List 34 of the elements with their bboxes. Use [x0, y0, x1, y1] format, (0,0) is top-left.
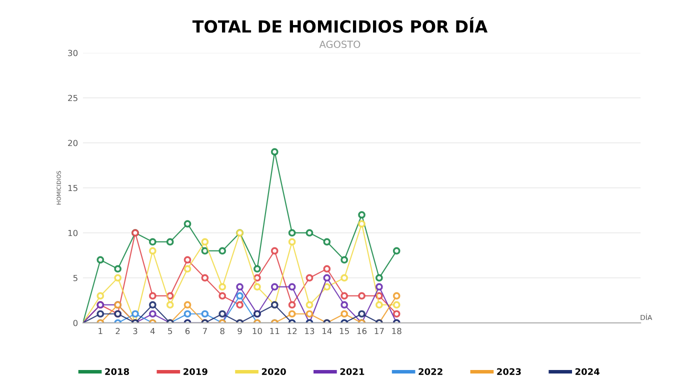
- x-tick-label: 15: [340, 328, 349, 334]
- x-tick-label: 8: [220, 328, 224, 334]
- legend-label: 2024: [576, 368, 600, 376]
- legend-label: 2020: [262, 368, 286, 376]
- legend-label: 2022: [418, 368, 442, 376]
- y-tick-label: 10: [68, 230, 78, 236]
- x-tick-label: 13: [305, 328, 314, 334]
- x-tick-label: 18: [392, 328, 402, 334]
- legend-label: 2019: [184, 368, 208, 376]
- x-tick-label: 11: [270, 328, 280, 334]
- y-tick-label: 20: [68, 140, 78, 146]
- y-tick-label: 25: [68, 94, 78, 102]
- x-tick-label: 16: [357, 328, 367, 334]
- chart-title: TOTAL DE HOMICIDIOS POR DÍA: [192, 17, 488, 33]
- y-tick-label: 15: [68, 184, 78, 192]
- chart-subtitle: AGOSTO: [319, 40, 360, 48]
- x-tick-label: 17: [374, 328, 384, 334]
- x-tick-label: 9: [238, 328, 242, 334]
- legend-label: 2018: [105, 368, 130, 376]
- y-tick-label: 0: [73, 320, 78, 326]
- x-tick-label: 1: [98, 328, 102, 334]
- x-tick-label: 3: [133, 328, 138, 334]
- y-tick-label: 30: [68, 50, 78, 56]
- y-tick-label: 5: [73, 274, 78, 282]
- x-tick-label: 5: [168, 328, 172, 334]
- x-tick-label: 6: [185, 328, 190, 334]
- x-tick-label: 10: [252, 328, 262, 334]
- legend-label: 2023: [497, 368, 521, 376]
- legend-label: 2021: [340, 368, 364, 376]
- x-tick-label: 14: [322, 328, 332, 334]
- x-tick-label: 12: [288, 328, 297, 334]
- x-tick-label: 2: [116, 328, 120, 334]
- x-tick-label: 7: [202, 328, 207, 334]
- x-tick-label: 4: [150, 328, 155, 334]
